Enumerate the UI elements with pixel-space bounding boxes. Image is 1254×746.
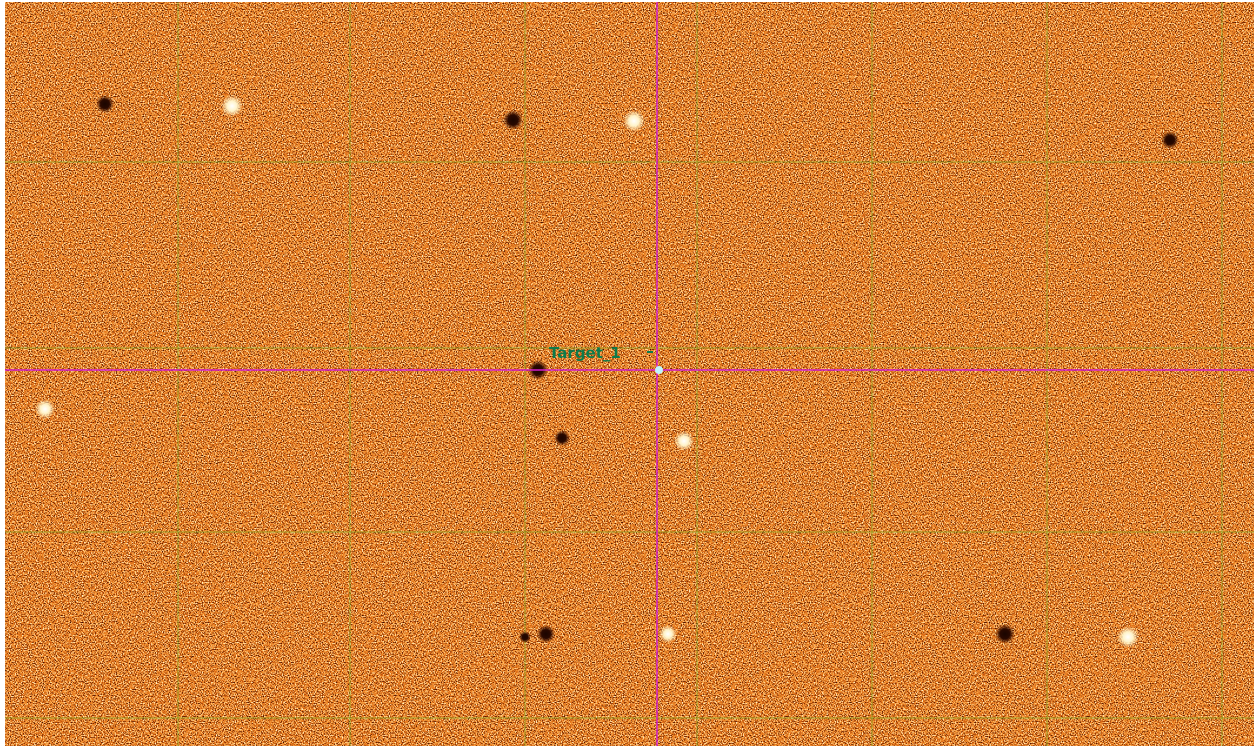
dark-source: [519, 631, 531, 643]
dark-source: [1161, 131, 1179, 149]
bright-source: [623, 110, 645, 132]
dark-source: [503, 110, 523, 130]
target-label: Target_1: [549, 344, 621, 362]
bright-source: [221, 95, 243, 117]
bright-source: [659, 625, 677, 643]
dark-source: [995, 624, 1015, 644]
dark-source: [537, 625, 555, 643]
bright-source: [35, 399, 55, 419]
target-crosshair: Target_1: [5, 2, 1254, 746]
bright-source: [1117, 626, 1139, 648]
bright-source: [674, 431, 694, 451]
dark-source: [554, 430, 570, 446]
target-marker: [655, 366, 663, 374]
coordinate-grid: [5, 2, 1254, 746]
dark-source: [96, 95, 114, 113]
